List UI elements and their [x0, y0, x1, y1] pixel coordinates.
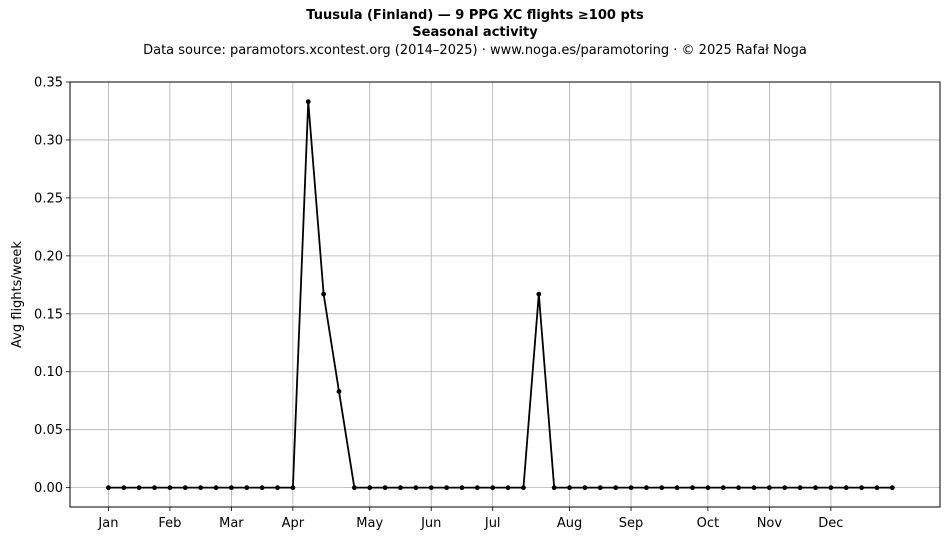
data-point [505, 485, 511, 491]
data-point [720, 485, 726, 491]
data-point [121, 485, 127, 491]
data-point [444, 485, 449, 491]
y-tick-label: 0.35 [34, 76, 63, 91]
data-point [751, 485, 757, 491]
series-layer [106, 99, 895, 491]
data-source-note: Data source: paramotors.xcontest.org (20… [143, 43, 807, 58]
data-point [259, 485, 265, 491]
data-point [828, 485, 834, 491]
data-point [843, 485, 849, 491]
data-point [582, 485, 588, 491]
y-tick-label: 0.10 [34, 365, 63, 380]
data-point [659, 485, 665, 491]
data-point [813, 485, 818, 491]
data-point [674, 485, 680, 491]
data-point [797, 485, 803, 491]
data-point [874, 485, 880, 491]
data-point [290, 485, 296, 491]
data-point [536, 291, 542, 297]
x-tick-label: Nov [757, 516, 783, 531]
data-point [398, 485, 403, 491]
chart-title: Tuusula (Finland) — 9 PPG XC flights ≥10… [306, 8, 644, 23]
x-tick-label: Aug [557, 516, 582, 531]
data-point [705, 485, 711, 491]
data-point [613, 485, 619, 491]
data-point [428, 485, 434, 491]
series-line [108, 100, 893, 489]
data-point [551, 485, 557, 491]
data-point [521, 485, 526, 491]
x-tick-label: Sep [619, 516, 644, 531]
data-point [690, 485, 695, 491]
data-point [782, 485, 788, 491]
data-point [597, 485, 603, 491]
data-point [859, 485, 865, 491]
data-point [413, 485, 419, 491]
data-point [228, 485, 234, 491]
data-point [305, 99, 311, 105]
data-point [106, 485, 111, 491]
data-point [889, 485, 895, 491]
x-tick-label: Jul [484, 516, 501, 531]
data-point [136, 485, 142, 491]
y-tick-label: 0.20 [34, 249, 63, 264]
axis-ticks: 0.00 0.05 0.10 0.15 0.20 0.25 0.30 0.35 Jan Feb Ma… [34, 76, 843, 532]
x-tick-label: Jan [97, 516, 118, 531]
data-point [736, 485, 742, 491]
grid-lines [70, 81, 940, 507]
data-point [321, 291, 327, 297]
x-tick-label: Jun [420, 516, 441, 531]
data-point [628, 485, 634, 491]
data-point [766, 485, 772, 491]
data-point [213, 485, 219, 491]
data-point [351, 485, 357, 491]
data-point [474, 485, 480, 491]
x-tick-label: Feb [158, 516, 181, 531]
x-tick-label: Oct [697, 516, 719, 531]
data-point [167, 485, 173, 491]
y-tick-label: 0.30 [34, 133, 63, 148]
y-tick-label: 0.00 [34, 481, 63, 496]
data-point [275, 485, 280, 491]
data-point [182, 485, 188, 491]
plot-frame [69, 81, 941, 508]
data-point [198, 485, 204, 491]
data-point [336, 389, 342, 394]
x-tick-label: Dec [818, 516, 843, 531]
data-point [644, 485, 649, 491]
data-point [367, 485, 373, 491]
data-point [490, 485, 496, 491]
y-tick-label: 0.25 [34, 191, 63, 206]
data-point [152, 485, 157, 491]
y-tick-label: 0.05 [34, 423, 63, 438]
y-tick-label: 0.15 [34, 307, 63, 322]
data-point [382, 485, 388, 491]
data-point [567, 485, 572, 491]
x-tick-label: Apr [282, 516, 305, 531]
x-tick-label: May [356, 516, 383, 531]
data-point [244, 485, 250, 491]
y-axis-label: Avg flights/week [10, 241, 25, 348]
chart-subtitle: Seasonal activity [412, 25, 538, 40]
data-point [459, 485, 465, 491]
x-tick-label: Mar [219, 516, 244, 531]
